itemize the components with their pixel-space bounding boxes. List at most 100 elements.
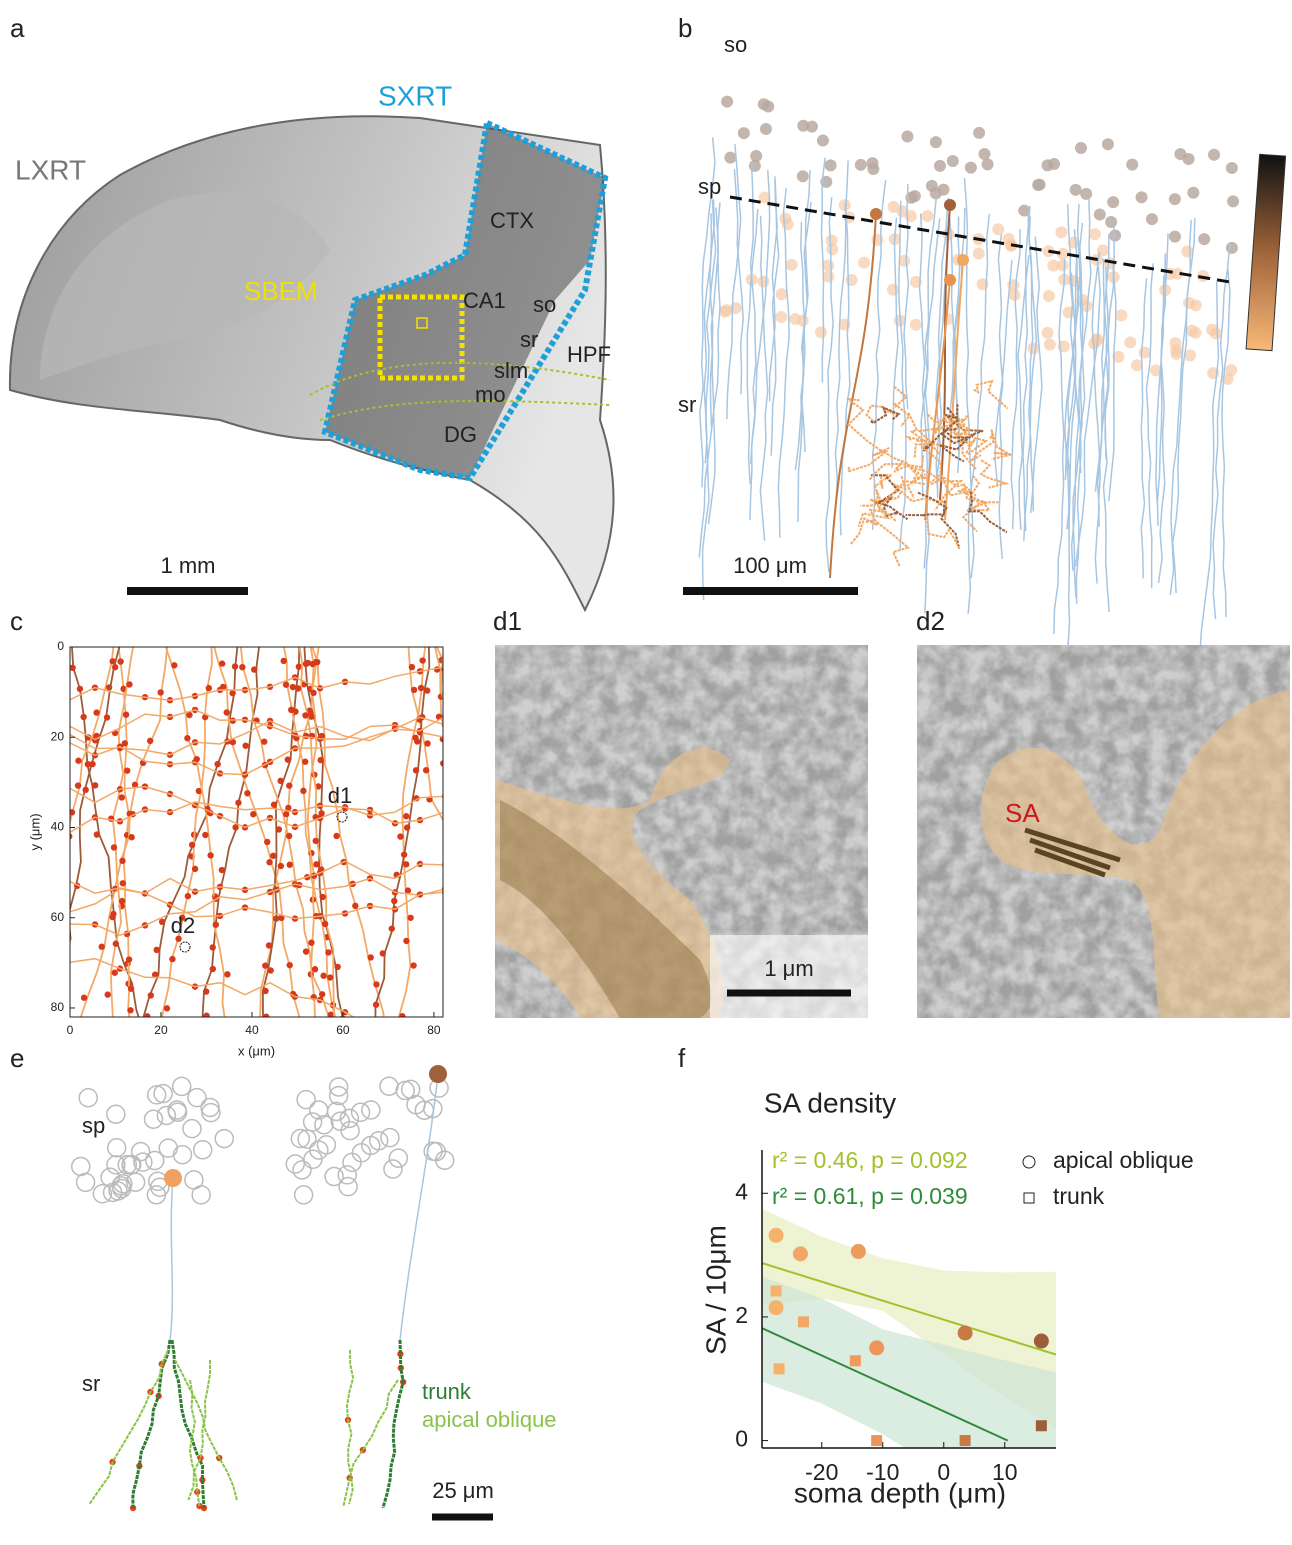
synapse-dot [449, 807, 455, 813]
soma-dot [1034, 179, 1046, 191]
data-point [1036, 1420, 1047, 1431]
synapse-dot [450, 912, 456, 918]
soma-outline [108, 1139, 126, 1157]
synapse-dot [303, 948, 309, 954]
synapse-dot [159, 919, 165, 925]
synapse-dot [153, 947, 159, 953]
synapse-dot [239, 664, 245, 670]
dendrite [1198, 281, 1218, 681]
soma-dot [757, 276, 769, 288]
legend-marker [1023, 1156, 1035, 1168]
soma-dot [1187, 187, 1199, 199]
synapse-dot [423, 767, 429, 773]
synapse-dot [92, 782, 98, 788]
region-label: DG [444, 422, 477, 447]
data-point [869, 1340, 884, 1355]
scale-label: 1 mm [161, 553, 216, 578]
soma-dot [1008, 289, 1020, 301]
soma-dot [978, 148, 990, 160]
synapse-dot [144, 1013, 150, 1019]
synapse-dot [295, 685, 301, 691]
y-tick-label: 60 [51, 910, 65, 924]
synapse-dot [94, 831, 100, 837]
soma-dot [815, 326, 827, 338]
synapse-dot [207, 852, 213, 858]
soma-outline [194, 1141, 212, 1159]
dendrite [727, 144, 741, 419]
data-point [850, 1355, 861, 1366]
synapse-dot [449, 783, 455, 789]
synapse-dot [128, 985, 134, 991]
soma-dot [921, 210, 933, 222]
synapse-dot [60, 662, 66, 668]
layer-label: sp [698, 174, 721, 199]
synapse-dot [476, 995, 482, 1001]
synapse-dot [271, 802, 277, 808]
synapse-dot [322, 921, 328, 927]
soma-outline [188, 1089, 206, 1107]
synapse-dot [391, 898, 397, 904]
soma-dot [1181, 246, 1193, 258]
synapse-dot [525, 1034, 531, 1040]
synapse-dot [424, 740, 430, 746]
synapse-dot [320, 973, 326, 979]
y-tick-label: 80 [51, 1000, 65, 1014]
synapse-dot [299, 1017, 305, 1023]
synapse-dot [445, 733, 451, 739]
legend-label: apical oblique [1053, 1147, 1194, 1173]
dendrite [798, 222, 805, 522]
soma-dot [1094, 209, 1106, 221]
synapse-dot [232, 663, 238, 669]
neuron-soma [944, 274, 956, 286]
soma-dot [738, 127, 750, 139]
soma-dot [1226, 162, 1238, 174]
synapse-dot [319, 991, 325, 997]
synapse-dot [302, 759, 308, 765]
synapse-dot [352, 903, 358, 909]
synapse-dot [124, 767, 130, 773]
synapse-dot [266, 859, 272, 865]
soma-dot [730, 302, 742, 314]
soma-outline [343, 1153, 361, 1171]
synapse-dot [410, 962, 416, 968]
soma-dot [910, 319, 922, 331]
layer-label: sp [82, 1113, 105, 1138]
synapse-dot [123, 711, 129, 717]
soma-dot [973, 248, 985, 260]
soma-dot [992, 223, 1004, 235]
synapse-dot [403, 813, 409, 819]
synapse-dot [117, 658, 123, 664]
soma-dot [1116, 309, 1128, 321]
dendrite [1213, 269, 1227, 619]
synapse-dot [283, 681, 289, 687]
soma-dot [1139, 347, 1151, 359]
soma-outline [295, 1186, 313, 1204]
dendrite [892, 218, 898, 468]
synapse-dot [60, 982, 66, 988]
sbem-label: SBEM [244, 276, 318, 306]
synapse-dot [203, 1013, 209, 1019]
synapse-dot [280, 658, 286, 664]
region-label: sr [520, 327, 538, 352]
soma-dot [1003, 233, 1015, 245]
synapse-dot [235, 800, 241, 806]
data-point [771, 1285, 782, 1296]
synapse-dot [244, 790, 250, 796]
sa-label: SA [1005, 798, 1040, 828]
synapse-dot [184, 735, 190, 741]
synapse-dot [171, 662, 177, 668]
soma-dot [1169, 231, 1181, 243]
soma-dot [1226, 242, 1238, 254]
synapse-dot [169, 956, 175, 962]
synapse-dot [219, 660, 225, 666]
synapse-dot [105, 991, 111, 997]
soma-dot [724, 152, 736, 164]
synapse-dot [473, 787, 479, 793]
dendrite [408, 640, 481, 1048]
synapse-dot [407, 915, 413, 921]
synapse-dot [200, 1036, 206, 1042]
synapse-dot [334, 964, 340, 970]
synapse-dot [42, 879, 48, 885]
dendrite [70, 861, 470, 912]
synapse-dot [157, 689, 163, 695]
